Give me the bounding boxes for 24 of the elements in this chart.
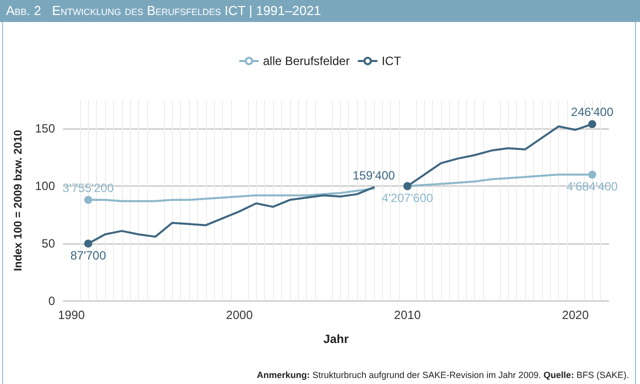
y-tick-label: 0	[48, 294, 56, 308]
x-tick-label: 2000	[226, 308, 254, 322]
point	[84, 240, 92, 248]
point	[588, 120, 596, 128]
legend-label: ICT	[382, 54, 402, 68]
y-axis-title: Index 100 = 2009 bzw. 2010	[12, 130, 25, 272]
y-tick-label: 50	[42, 236, 56, 251]
annotation: 87'700	[70, 248, 106, 263]
x-tick-label: 1990	[58, 308, 86, 322]
x-tick-label: 2020	[562, 308, 590, 322]
annotation: 4'207'600	[382, 191, 434, 206]
legend-label: alle Berufsfelder	[262, 54, 350, 68]
x-tick-label: 2010	[394, 308, 422, 322]
x-axis-title: Jahr	[323, 332, 349, 346]
chart-title: Abb. 2 Entwicklung des Berufsfeldes ICT | 1991–2021	[0, 0, 640, 22]
text: Anmerkung: Strukturbruch aufgrund der SAKE-Revision im Jahr 2009. Quelle: BFS (SAKE).	[256, 370, 629, 380]
annotation: 246'400	[571, 105, 614, 120]
annotation: 3'755'200	[62, 180, 114, 195]
y-tick-label: 150	[34, 122, 56, 136]
y-tick-label: 100	[34, 179, 56, 194]
point	[588, 170, 596, 179]
annotation: 4'684'400	[566, 180, 618, 194]
point	[84, 196, 92, 204]
annotation: 159'400	[352, 168, 396, 182]
